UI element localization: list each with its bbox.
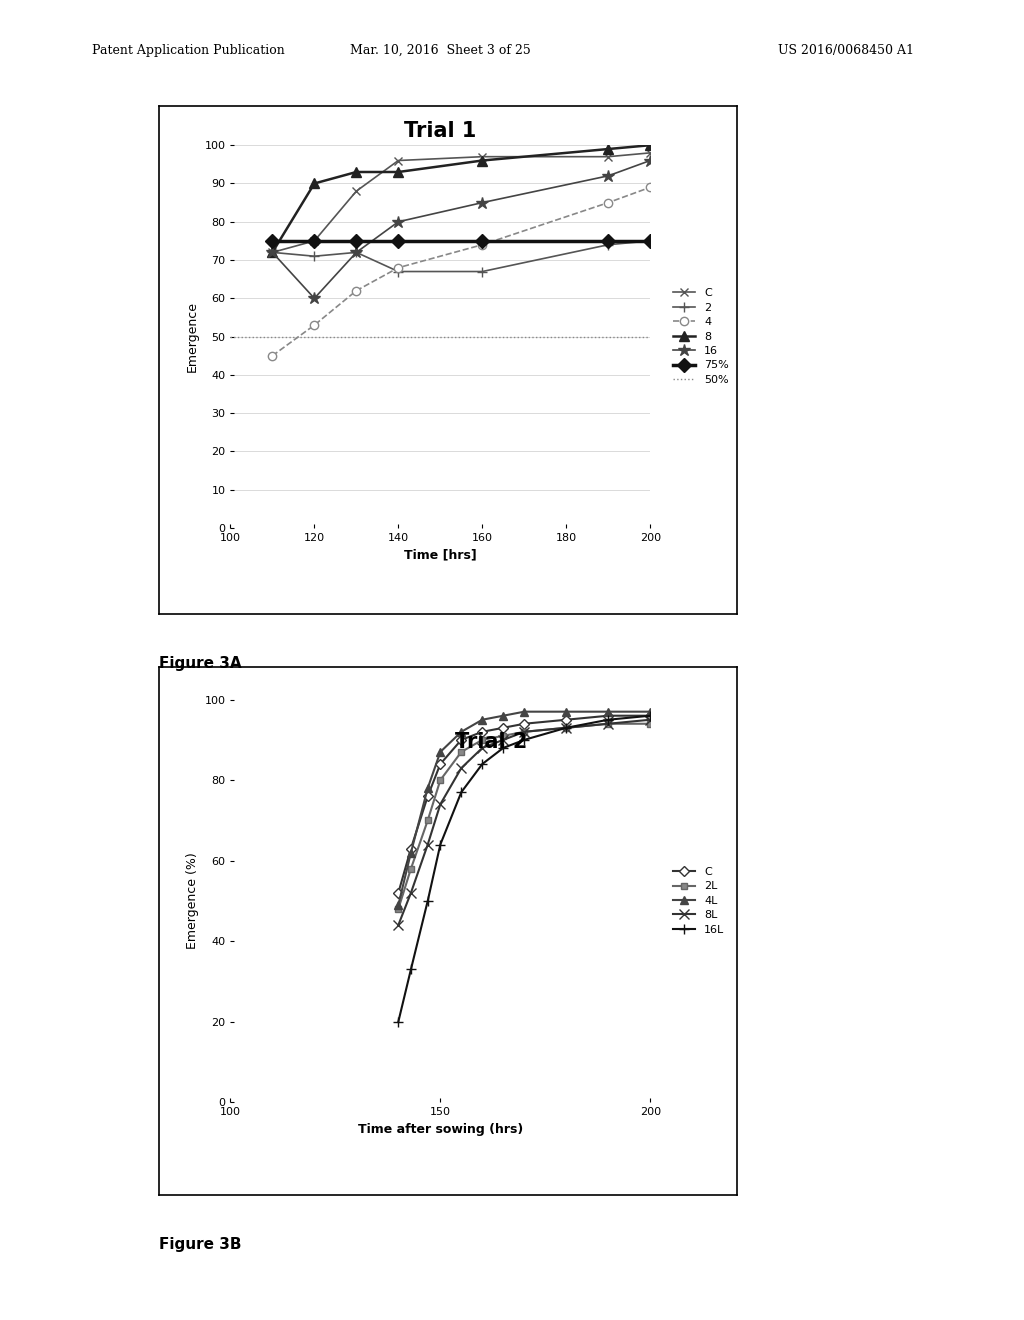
Text: US 2016/0068450 A1: US 2016/0068450 A1 (778, 44, 914, 57)
Legend: C, 2L, 4L, 8L, 16L: C, 2L, 4L, 8L, 16L (669, 862, 729, 940)
Text: Mar. 10, 2016  Sheet 3 of 25: Mar. 10, 2016 Sheet 3 of 25 (350, 44, 530, 57)
Y-axis label: Emergence (%): Emergence (%) (186, 853, 199, 949)
Text: Figure 3B: Figure 3B (159, 1237, 242, 1251)
Text: Patent Application Publication: Patent Application Publication (92, 44, 285, 57)
Y-axis label: Emergence: Emergence (186, 301, 199, 372)
Text: Figure 3A: Figure 3A (159, 656, 242, 671)
Title: Trial 1: Trial 1 (404, 121, 476, 141)
Text: Trial 2: Trial 2 (455, 731, 527, 752)
X-axis label: Time [hrs]: Time [hrs] (403, 548, 477, 561)
X-axis label: Time after sowing (hrs): Time after sowing (hrs) (357, 1122, 523, 1135)
Legend: C, 2, 4, 8, 16, 75%, 50%: C, 2, 4, 8, 16, 75%, 50% (669, 284, 733, 389)
